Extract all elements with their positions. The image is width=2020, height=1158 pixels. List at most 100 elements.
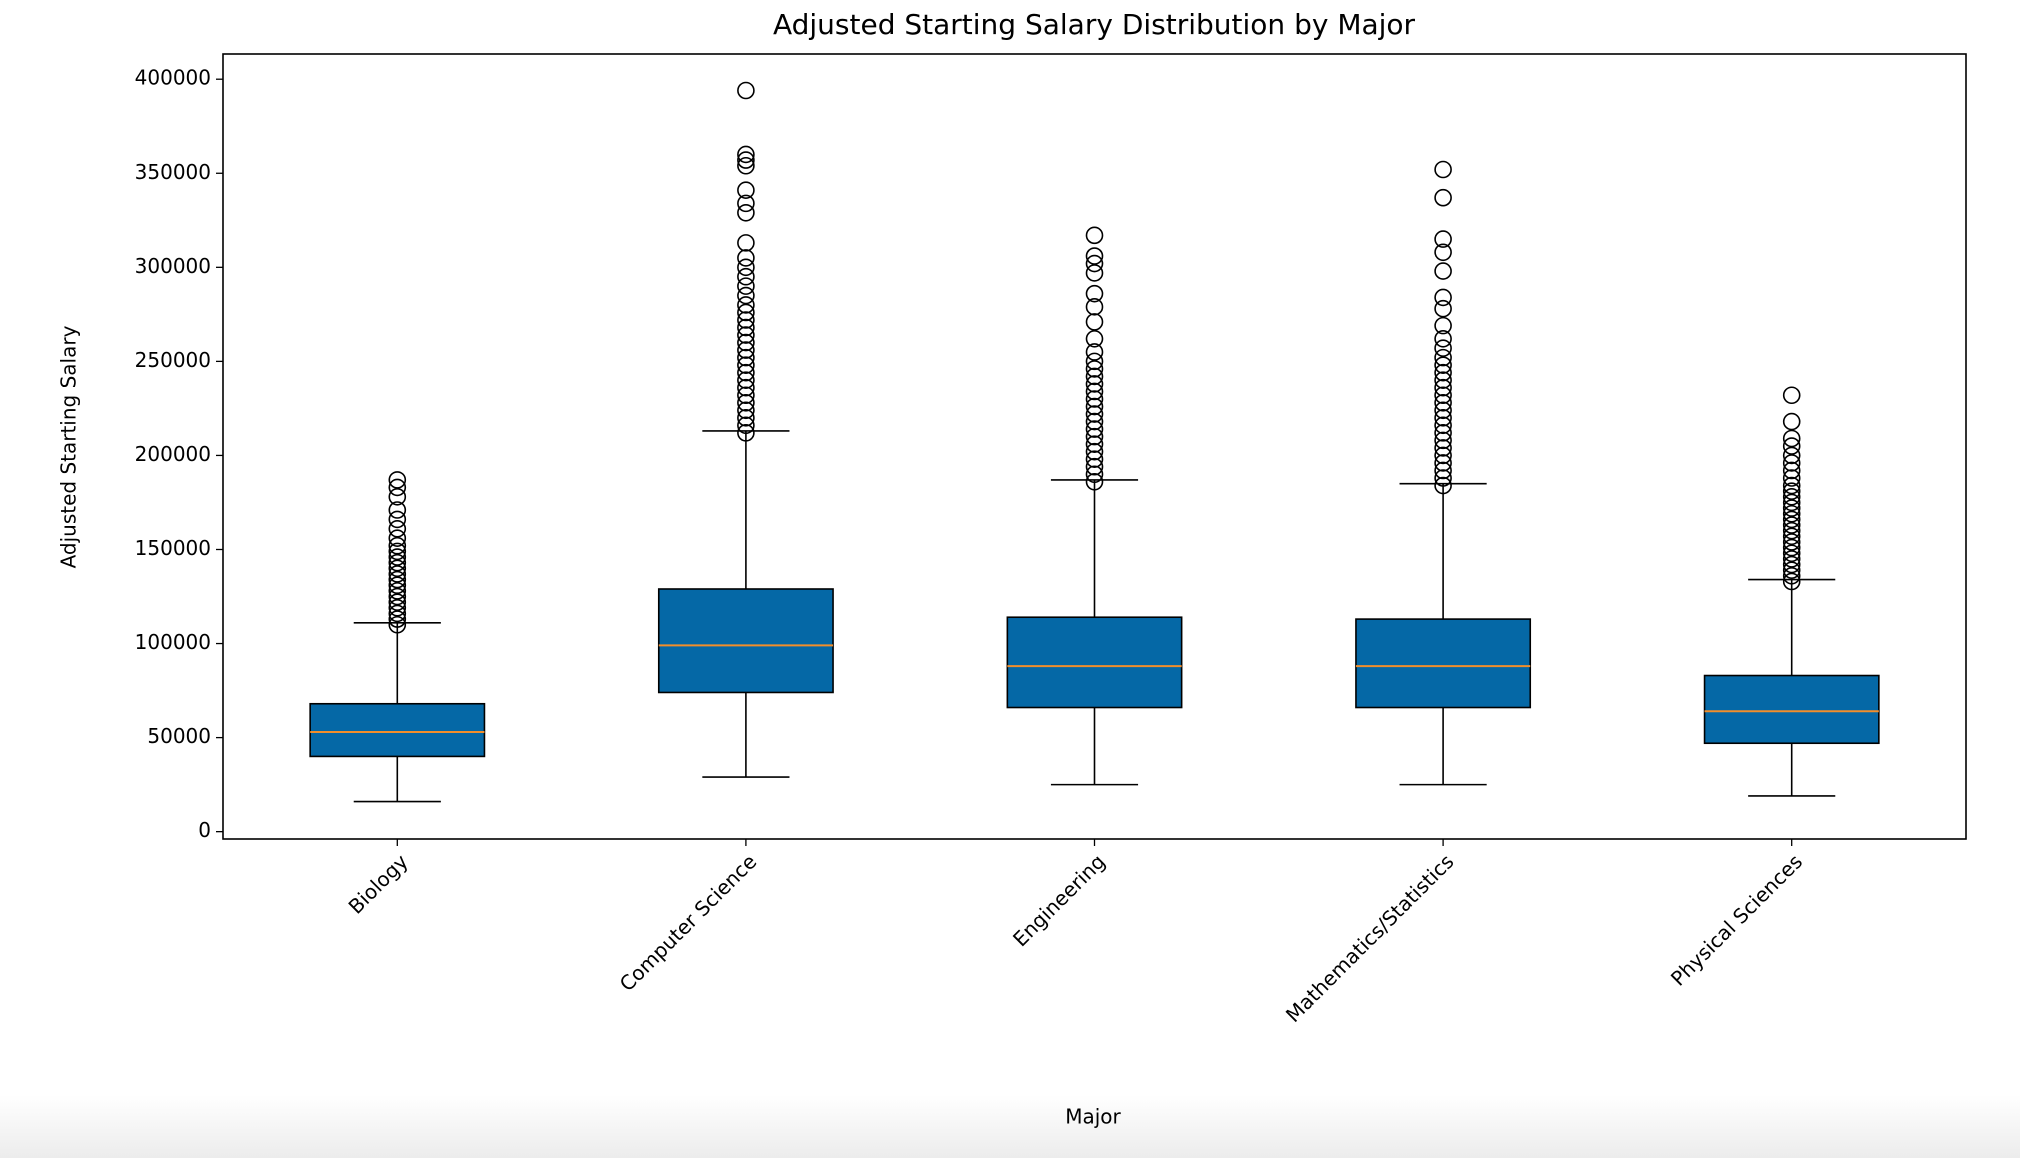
outlier bbox=[1782, 533, 1801, 551]
outlier bbox=[1434, 416, 1452, 435]
y-tick-label: 350000 bbox=[135, 160, 211, 184]
outlier bbox=[388, 548, 407, 566]
outlier bbox=[1085, 343, 1104, 361]
outlier bbox=[1434, 188, 1452, 207]
outlier bbox=[737, 363, 755, 382]
outlier bbox=[1782, 429, 1801, 448]
outlier bbox=[388, 501, 407, 519]
outlier bbox=[1782, 461, 1801, 480]
y-tick-label: 200000 bbox=[135, 442, 211, 466]
outlier bbox=[388, 529, 407, 548]
outlier bbox=[1085, 298, 1104, 316]
outlier bbox=[1434, 439, 1452, 457]
outlier bbox=[737, 333, 755, 352]
outlier bbox=[737, 393, 755, 412]
outlier bbox=[1782, 561, 1801, 579]
box bbox=[1703, 674, 1880, 745]
outlier bbox=[1434, 378, 1452, 397]
outlier bbox=[1782, 555, 1801, 574]
outlier bbox=[388, 576, 407, 595]
outlier bbox=[1434, 262, 1452, 280]
outlier bbox=[388, 536, 407, 555]
outlier bbox=[1782, 454, 1801, 472]
outlier bbox=[737, 151, 755, 169]
outlier bbox=[1782, 516, 1801, 534]
outlier bbox=[1782, 527, 1801, 546]
outlier bbox=[1782, 538, 1801, 557]
outlier bbox=[737, 371, 755, 389]
outlier bbox=[1782, 493, 1801, 512]
y-axis-label: Adjusted Starting Salary bbox=[57, 325, 81, 568]
window-footer bbox=[0, 1095, 2020, 1158]
outlier bbox=[737, 318, 755, 337]
outlier bbox=[737, 424, 755, 442]
outlier bbox=[388, 488, 407, 506]
outlier bbox=[1085, 465, 1104, 484]
outlier bbox=[1085, 472, 1104, 491]
outlier bbox=[1434, 299, 1452, 318]
y-tick-label: 50000 bbox=[147, 724, 211, 748]
outlier bbox=[1434, 446, 1452, 465]
chart-title: Adjusted Starting Salary Distribution by… bbox=[773, 8, 1416, 41]
x-axis-label: Major bbox=[1065, 1105, 1121, 1129]
outlier bbox=[1782, 386, 1801, 405]
outlier bbox=[1434, 160, 1452, 179]
outlier bbox=[737, 145, 755, 164]
outlier bbox=[1085, 367, 1104, 386]
outlier bbox=[1085, 397, 1104, 416]
outlier bbox=[1434, 454, 1452, 472]
outlier bbox=[1085, 382, 1104, 401]
outlier bbox=[388, 565, 407, 583]
x-tick-label: Computer Science bbox=[615, 849, 762, 996]
outlier bbox=[1434, 386, 1452, 405]
outlier bbox=[1434, 316, 1452, 335]
y-tick-label: 250000 bbox=[135, 348, 211, 372]
outlier bbox=[737, 181, 755, 199]
outlier bbox=[1782, 412, 1801, 431]
outlier bbox=[388, 610, 407, 628]
y-tick-label: 150000 bbox=[135, 536, 211, 560]
outlier bbox=[737, 386, 755, 405]
outlier bbox=[737, 234, 755, 252]
outlier bbox=[1782, 476, 1801, 495]
box bbox=[309, 702, 486, 758]
outlier bbox=[1085, 427, 1104, 446]
outlier bbox=[737, 348, 755, 367]
outlier bbox=[737, 378, 755, 397]
y-tick-label: 0 bbox=[198, 818, 211, 842]
outlier bbox=[1434, 243, 1452, 262]
outlier bbox=[1085, 420, 1104, 438]
outlier bbox=[1085, 352, 1104, 371]
outlier bbox=[388, 553, 407, 572]
outlier bbox=[1085, 254, 1104, 273]
outlier bbox=[1782, 499, 1801, 517]
outlier bbox=[1434, 330, 1452, 348]
outlier bbox=[737, 401, 755, 420]
outlier bbox=[1085, 313, 1104, 331]
y-tick-label: 300000 bbox=[135, 254, 211, 278]
outlier bbox=[388, 587, 407, 606]
outlier bbox=[1085, 405, 1104, 423]
outlier bbox=[737, 203, 755, 222]
outlier bbox=[1434, 461, 1452, 480]
outlier bbox=[388, 615, 407, 634]
outlier bbox=[1085, 435, 1104, 453]
outlier bbox=[737, 416, 755, 435]
outlier bbox=[1782, 521, 1801, 540]
outlier bbox=[737, 303, 755, 322]
outlier bbox=[388, 478, 407, 497]
outlier bbox=[1085, 284, 1104, 303]
outlier bbox=[1085, 412, 1104, 431]
outlier bbox=[737, 258, 755, 277]
outlier bbox=[1782, 482, 1801, 500]
outlier bbox=[1782, 469, 1801, 487]
outlier bbox=[388, 542, 407, 561]
outlier bbox=[1782, 572, 1801, 591]
box bbox=[1006, 616, 1183, 709]
box bbox=[1355, 618, 1532, 709]
outlier bbox=[388, 471, 407, 489]
outlier bbox=[1782, 550, 1801, 568]
outlier bbox=[1085, 360, 1104, 378]
outlier bbox=[737, 311, 755, 329]
